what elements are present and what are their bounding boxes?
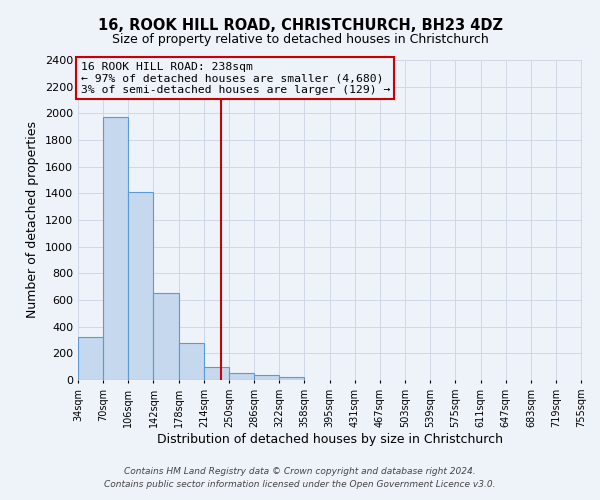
Bar: [204, 366, 229, 380]
Bar: [229, 374, 254, 380]
Y-axis label: Number of detached properties: Number of detached properties: [26, 122, 40, 318]
Bar: [254, 375, 280, 380]
Bar: [128, 192, 154, 380]
Bar: [103, 116, 128, 380]
Bar: [154, 294, 179, 380]
Text: Contains HM Land Registry data © Crown copyright and database right 2024.
Contai: Contains HM Land Registry data © Crown c…: [104, 468, 496, 489]
X-axis label: Distribution of detached houses by size in Christchurch: Distribution of detached houses by size …: [157, 432, 503, 446]
Text: Size of property relative to detached houses in Christchurch: Size of property relative to detached ho…: [112, 32, 488, 46]
Bar: [78, 336, 103, 380]
Text: 16 ROOK HILL ROAD: 238sqm
← 97% of detached houses are smaller (4,680)
3% of sem: 16 ROOK HILL ROAD: 238sqm ← 97% of detac…: [80, 62, 390, 95]
Bar: [179, 344, 204, 380]
Bar: [280, 378, 304, 380]
Text: 16, ROOK HILL ROAD, CHRISTCHURCH, BH23 4DZ: 16, ROOK HILL ROAD, CHRISTCHURCH, BH23 4…: [97, 18, 503, 32]
